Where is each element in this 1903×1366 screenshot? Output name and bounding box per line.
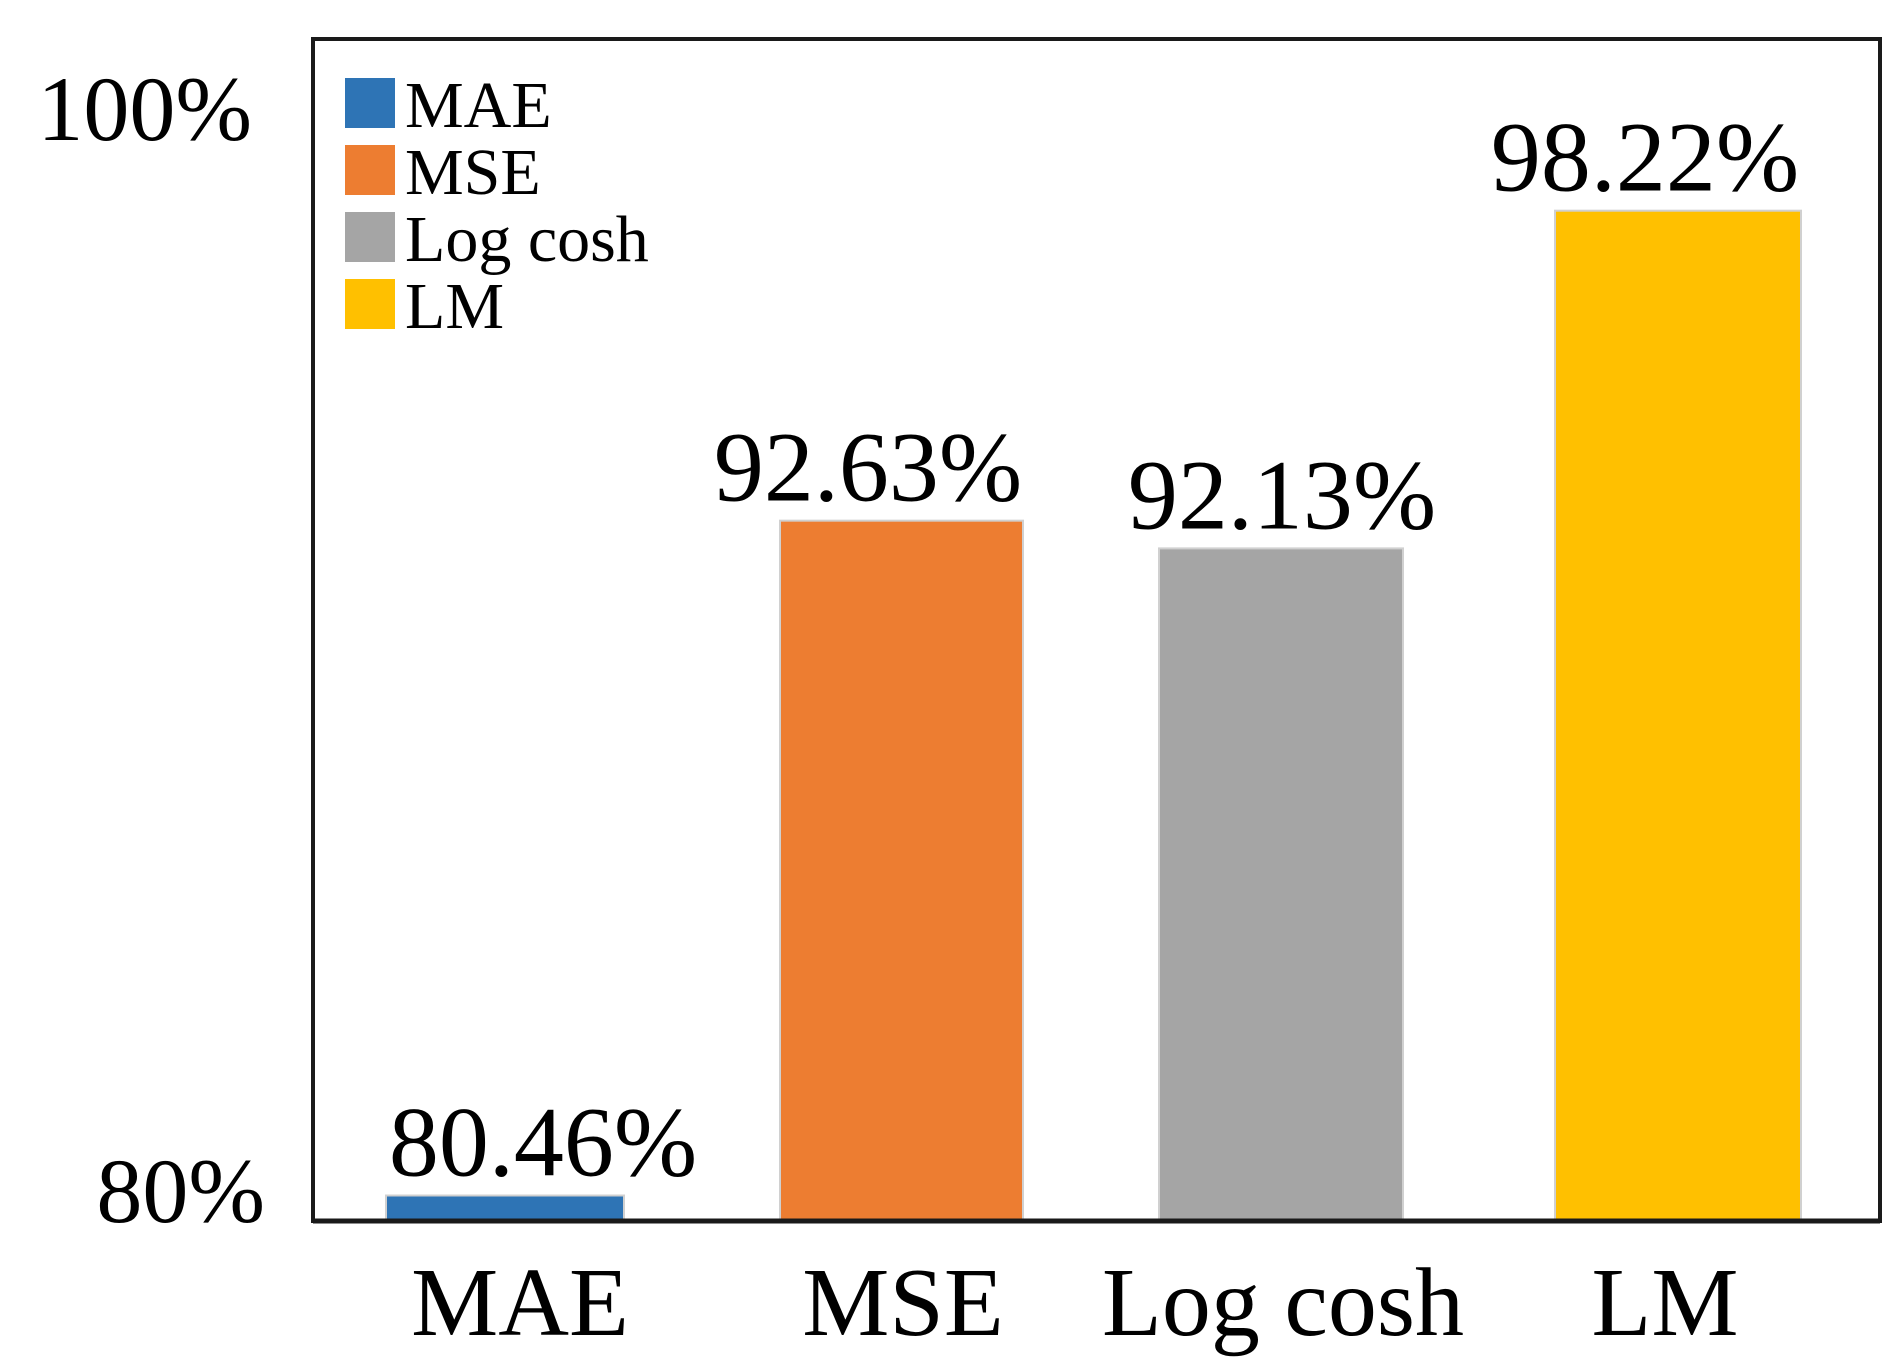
legend-label-mse: MSE: [405, 136, 541, 209]
data-label-log-cosh: 92.13%: [1128, 439, 1436, 550]
x-tick-label-mse: MSE: [802, 1249, 1004, 1357]
legend-swatch-mse: [345, 145, 395, 195]
legend: MAE MSE Log cosh LM: [345, 69, 649, 343]
y-tick-label-80: 80%: [96, 1140, 265, 1242]
x-tick-label-mae: MAE: [411, 1249, 629, 1357]
data-label-mse: 92.63%: [714, 412, 1022, 523]
x-tick-label-lm: LM: [1592, 1249, 1739, 1357]
bar-mae: [385, 1194, 625, 1223]
legend-swatch-mae: [345, 78, 395, 128]
bar-mse: [779, 519, 1024, 1222]
legend-swatch-log-cosh: [345, 212, 395, 262]
data-label-mae: 80.46%: [389, 1086, 697, 1197]
y-tick-label-100: 100%: [37, 58, 252, 160]
data-label-lm: 98.22%: [1491, 102, 1799, 213]
bar-lm: [1554, 209, 1802, 1223]
legend-label-log-cosh: Log cosh: [405, 203, 649, 276]
legend-label-lm: LM: [405, 270, 504, 343]
bar-log-cosh: [1158, 547, 1404, 1222]
x-tick-label-log-cosh: Log cosh: [1102, 1249, 1464, 1357]
legend-label-mae: MAE: [405, 69, 552, 142]
legend-swatch-lm: [345, 279, 395, 329]
